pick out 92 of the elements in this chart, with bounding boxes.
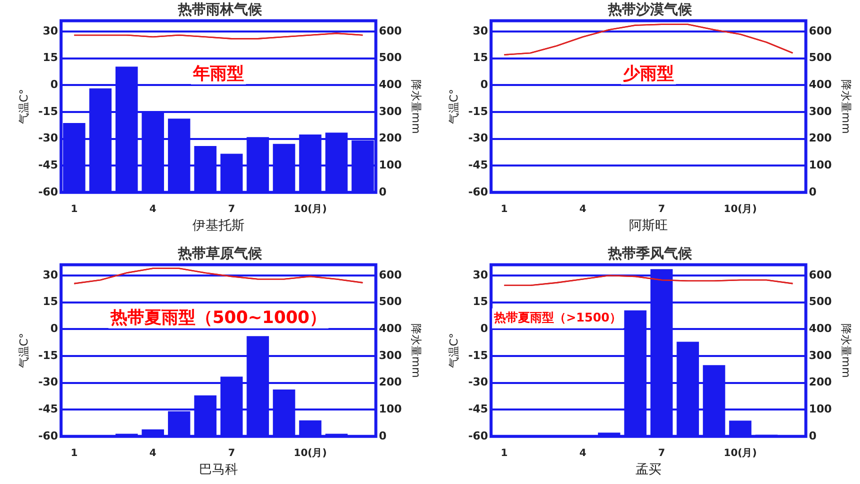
y-tick-label: -15 (468, 104, 488, 118)
y-tick-label: 0 (50, 322, 58, 336)
y2-tick-label: 200 (378, 376, 402, 389)
y2-tick-label: 500 (378, 295, 402, 308)
x-tick-label: 7 (228, 204, 236, 215)
annotation: 热带夏雨型（>1500） (493, 310, 622, 324)
y-axis-title: 气温C° (447, 333, 460, 368)
x-tick-label: 1 (70, 204, 78, 215)
annotation: 热带夏雨型（500~1000） (109, 308, 326, 328)
y2-tick-label: 100 (808, 158, 832, 172)
x-axis-title: 孟买 (635, 462, 662, 478)
x-tick-label: 10(月) (724, 204, 757, 215)
y2-tick-label: 400 (808, 78, 832, 92)
y-tick-label: -30 (468, 132, 488, 145)
y-tick-label: -45 (468, 158, 488, 172)
y-tick-label: 30 (42, 268, 58, 282)
y-tick-label: -60 (38, 429, 58, 442)
x-axis-title: 阿斯旺 (628, 218, 668, 234)
y-tick-label: 15 (42, 295, 58, 308)
y2-tick-label: 100 (378, 402, 402, 416)
y2-tick-label: 600 (808, 24, 832, 38)
y2-tick-label: 400 (378, 322, 402, 336)
y2-tick-label: 500 (808, 295, 832, 308)
y2-tick-label: 200 (808, 132, 832, 145)
x-tick-label: 4 (579, 204, 586, 215)
y-tick-label: 0 (480, 78, 488, 92)
y-tick-label: -15 (38, 348, 58, 362)
y-tick-label: -45 (468, 402, 488, 416)
annotation: 年雨型 (192, 64, 244, 84)
y-tick-label: 0 (480, 322, 488, 336)
y-tick-label: -60 (468, 429, 488, 442)
chart-title: 热带季风气候 (607, 245, 693, 262)
y2-tick-label: 200 (378, 132, 402, 145)
y2-tick-label: 100 (378, 158, 402, 172)
y-tick-label: 15 (42, 51, 58, 64)
y2-tick-label: 500 (378, 51, 402, 64)
x-tick-label: 10(月) (294, 448, 327, 459)
y-tick-label: 30 (472, 24, 488, 38)
y-tick-label: 15 (472, 295, 488, 308)
y-axis-title: 气温C° (17, 333, 30, 368)
x-tick-label: 1 (500, 204, 508, 215)
y2-tick-label: 300 (378, 104, 402, 118)
x-tick-label: 4 (149, 448, 156, 459)
x-tick-label: 4 (149, 204, 156, 215)
y2-tick-label: 600 (378, 24, 402, 38)
annotation: 少雨型 (622, 64, 674, 84)
y-tick-label: -15 (38, 104, 58, 118)
y-tick-label: -45 (38, 402, 58, 416)
x-axis-title: 伊基托斯 (192, 218, 244, 234)
y2-tick-label: 300 (808, 104, 832, 118)
x-tick-label: 7 (228, 448, 236, 459)
chart-title: 热带沙漠气候 (607, 2, 693, 18)
y2-tick-label: 300 (808, 348, 832, 362)
y2-tick-label: 400 (378, 78, 402, 92)
y-tick-label: -15 (468, 348, 488, 362)
y2-tick-label: 400 (808, 322, 832, 336)
y2-tick-label: 200 (808, 376, 832, 389)
y2-tick-label: 0 (378, 185, 387, 198)
y2-tick-label: 100 (808, 402, 832, 416)
chart-title: 热带草原气候 (177, 246, 263, 262)
y-tick-label: 30 (472, 268, 488, 282)
y-tick-label: 0 (50, 78, 58, 92)
y-tick-label: -30 (38, 132, 58, 145)
y-tick-label: 15 (472, 51, 488, 64)
y2-tick-label: 600 (808, 268, 832, 282)
x-tick-label: 1 (70, 448, 78, 459)
x-tick-label: 1 (500, 448, 508, 459)
y-tick-label: 30 (42, 24, 58, 38)
y2-tick-label: 0 (378, 429, 387, 442)
y2-tick-label: 300 (378, 348, 402, 362)
y-tick-label: -45 (38, 158, 58, 172)
x-tick-label: 4 (579, 448, 586, 459)
y2-tick-label: 0 (808, 185, 817, 198)
y2-axis-title: 降水量mm (840, 79, 853, 134)
y2-tick-label: 600 (378, 268, 402, 282)
x-axis-title: 巴马科 (198, 462, 238, 478)
x-tick-label: 7 (658, 204, 666, 215)
y-axis-title: 气温C° (17, 89, 30, 124)
x-tick-label: 10(月) (294, 204, 327, 215)
y-tick-label: -30 (38, 376, 58, 389)
y-tick-label: -60 (468, 185, 488, 198)
x-tick-label: 7 (658, 448, 666, 459)
y-axis-title: 气温C° (447, 89, 460, 124)
y-tick-label: -60 (38, 185, 58, 198)
chart-title: 热带雨林气候 (177, 2, 263, 18)
y2-axis-title: 降水量mm (410, 79, 423, 134)
y2-axis-title: 降水量mm (840, 323, 853, 378)
y2-tick-label: 0 (808, 429, 817, 442)
x-tick-label: 10(月) (724, 448, 757, 459)
y-tick-label: -30 (468, 376, 488, 389)
y2-axis-title: 降水量mm (410, 323, 423, 378)
y2-tick-label: 500 (808, 51, 832, 64)
